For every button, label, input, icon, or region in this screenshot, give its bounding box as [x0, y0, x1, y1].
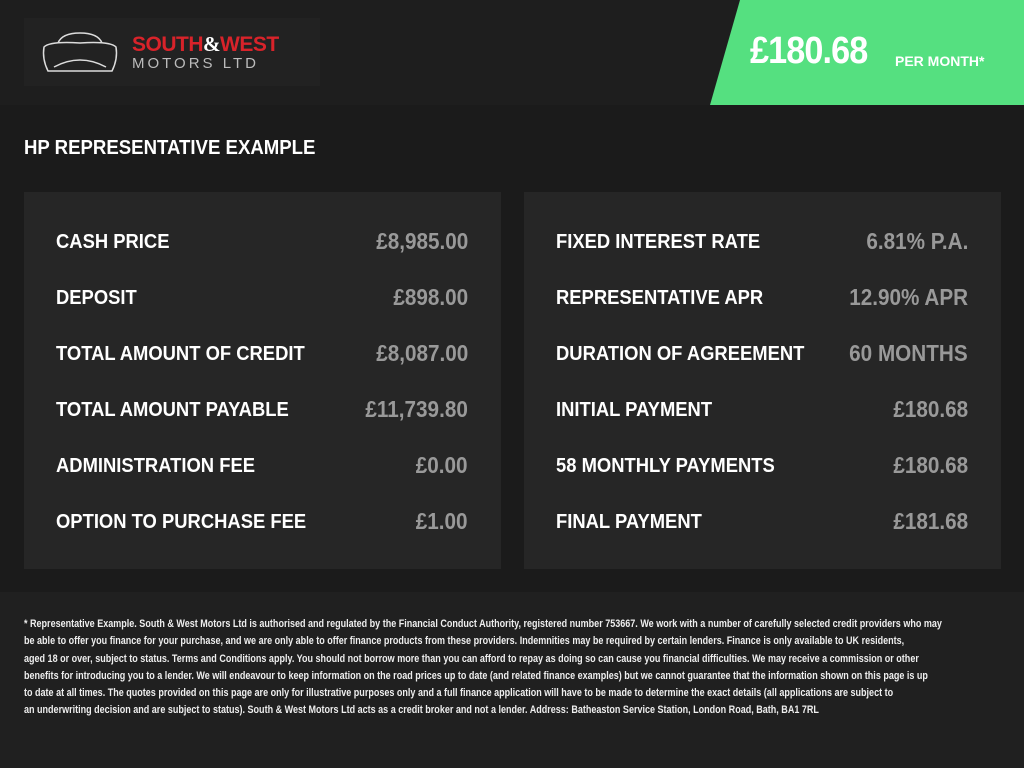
header: SOUTH&WEST MOTORS LTD £180.68 PER MONTH*: [0, 0, 1024, 105]
finance-row: INITIAL PAYMENT £180.68: [524, 386, 1001, 442]
finance-value: £8,087.00: [375, 340, 468, 366]
finance-label: REPRESENTATIVE APR: [556, 287, 764, 309]
finance-label: TOTAL AMOUNT PAYABLE: [56, 399, 289, 421]
finance-row: 58 MONTHLY PAYMENTS £180.68: [524, 442, 1001, 498]
finance-panel-left: CASH PRICE £8,985.00 DEPOSIT £898.00 TOTAL A…: [24, 192, 501, 569]
finance-row: OPTION TO PURCHASE FEE £1.00: [24, 498, 501, 554]
finance-value: £180.68: [893, 396, 968, 422]
per-month-label: PER MONTH*: [895, 53, 985, 69]
finance-row: TOTAL AMOUNT PAYABLE £11,739.80: [24, 386, 501, 442]
finance-panel-right: FIXED INTEREST RATE 6.81% P.A. REPRESENTAT…: [524, 192, 1001, 569]
disclaimer-line: an underwriting decision and are subject…: [24, 704, 819, 717]
brand-subtitle: MOTORS LTD: [132, 54, 259, 72]
disclaimer-line: benefits for introducing you to a lender…: [24, 669, 928, 682]
logo: SOUTH&WEST MOTORS LTD: [24, 18, 320, 86]
finance-value: £11,739.80: [365, 396, 468, 422]
disclaimer-line: be able to offer you finance for your pu…: [24, 635, 905, 648]
brand-amp: &: [203, 31, 221, 56]
finance-label: DEPOSIT: [56, 287, 137, 309]
finance-value: 60 MONTHS: [849, 340, 968, 366]
finance-label: TOTAL AMOUNT OF CREDIT: [56, 343, 305, 365]
finance-label: FIXED INTEREST RATE: [556, 231, 761, 253]
finance-row: REPRESENTATIVE APR 12.90% APR: [524, 274, 1001, 330]
brand-name-2: WEST: [220, 32, 279, 56]
disclaimer-line: * Representative Example. South & West M…: [24, 618, 942, 630]
finance-value: £181.68: [893, 508, 968, 534]
finance-label: INITIAL PAYMENT: [556, 399, 713, 421]
finance-value: 6.81% P.A.: [865, 228, 968, 254]
finance-label: OPTION TO PURCHASE FEE: [56, 511, 307, 533]
finance-label: FINAL PAYMENT: [556, 511, 702, 533]
finance-row: ADMINISTRATION FEE £0.00: [24, 442, 501, 498]
finance-value: £1.00: [416, 508, 468, 534]
disclaimer: * Representative Example. South & West M…: [0, 592, 1024, 768]
finance-value: £0.00: [416, 452, 468, 478]
monthly-price: £180.68: [750, 30, 868, 72]
finance-row: FIXED INTEREST RATE 6.81% P.A.: [524, 218, 1001, 274]
brand-name: SOUTH: [132, 32, 204, 56]
finance-label: 58 MONTHLY PAYMENTS: [556, 455, 775, 477]
finance-label: CASH PRICE: [56, 231, 170, 253]
disclaimer-line: to date at all times. The quotes provide…: [24, 687, 894, 700]
finance-value: £180.68: [893, 452, 968, 478]
finance-label: DURATION OF AGREEMENT: [556, 343, 805, 365]
finance-row: DEPOSIT £898.00: [24, 274, 501, 330]
finance-row: TOTAL AMOUNT OF CREDIT £8,087.00: [24, 330, 501, 386]
finance-value: 12.90% APR: [849, 284, 968, 310]
finance-value: £898.00: [393, 284, 468, 310]
car-icon: [42, 32, 118, 72]
disclaimer-line: aged 18 or over, subject to status. Term…: [24, 652, 919, 665]
finance-row: DURATION OF AGREEMENT 60 MONTHS: [524, 330, 1001, 386]
finance-label: ADMINISTRATION FEE: [56, 455, 255, 477]
finance-row: FINAL PAYMENT £181.68: [524, 498, 1001, 554]
finance-row: CASH PRICE £8,985.00: [24, 218, 501, 274]
monthly-price-banner: £180.68 PER MONTH*: [710, 0, 1024, 105]
finance-value: £8,985.00: [375, 228, 468, 254]
section-title: HP REPRESENTATIVE EXAMPLE: [24, 137, 316, 159]
